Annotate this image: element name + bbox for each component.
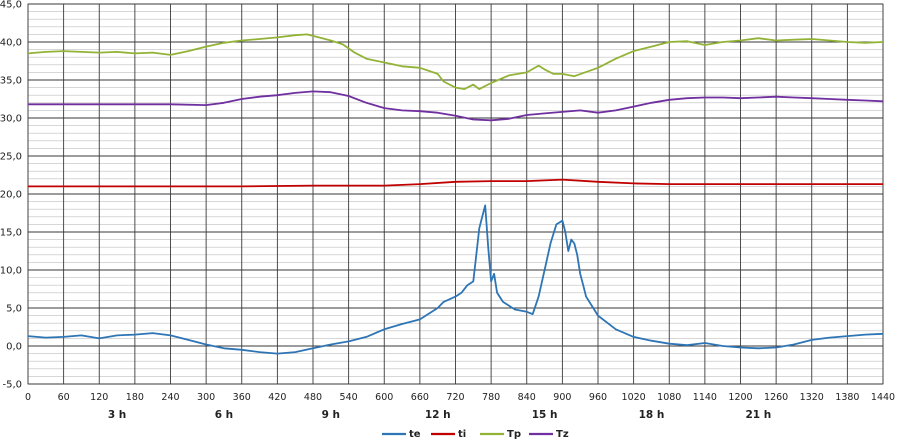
x-tick-label: 600 — [375, 392, 393, 403]
x-tick-label: 780 — [482, 392, 500, 403]
x-tick-label: 900 — [553, 392, 571, 403]
y-axis-tick-labels: -5,0 0,0 5,0 10,0 15,0 20,0 25,0 30,0 35,0 40,0 45… — [0, 0, 22, 391]
legend-label-Tp: Tp — [507, 429, 521, 440]
x-tick-label: 300 — [197, 392, 215, 403]
x-tick-label: 120 — [90, 392, 108, 403]
series-line-Tz — [28, 90, 884, 122]
hour-label: 21 h — [745, 409, 771, 421]
y-tick-label: 5,0 — [6, 304, 22, 315]
major-gridlines — [27, 3, 884, 385]
x-tick-label: 540 — [340, 392, 358, 403]
hour-labels: 3 h 6 h 9 h 12 h 15 h 18 h 21 h — [108, 409, 771, 421]
x-tick-label: 1020 — [622, 392, 646, 403]
y-tick-label: 35,0 — [0, 76, 22, 87]
y-tick-label: 45,0 — [0, 0, 22, 11]
y-tick-label: 25,0 — [0, 152, 22, 163]
x-axis-tick-labels: 0 60 120 180 240 300 360 420 480 540 600 660 720 780 8… — [25, 392, 895, 403]
y-tick-label: 15,0 — [0, 228, 22, 239]
hour-label: 6 h — [215, 409, 233, 421]
x-tick-label: 720 — [446, 392, 464, 403]
x-tick-label: 1260 — [764, 392, 788, 403]
hour-label: 15 h — [532, 409, 558, 421]
y-tick-label: 30,0 — [0, 114, 22, 125]
series-line-te — [27, 204, 884, 355]
hour-label: 18 h — [639, 409, 665, 421]
y-tick-label: -5,0 — [2, 380, 22, 391]
x-tick-label: 1320 — [800, 392, 824, 403]
x-tick-label: 180 — [126, 392, 144, 403]
legend-label-ti: ti — [458, 429, 466, 440]
x-tick-label: 1440 — [871, 392, 895, 403]
x-tick-label: 240 — [161, 392, 179, 403]
series-lines — [27, 33, 884, 355]
x-tick-label: 60 — [58, 392, 70, 403]
x-tick-label: 1200 — [728, 392, 752, 403]
legend-label-te: te — [409, 429, 421, 440]
x-tick-label: 480 — [304, 392, 322, 403]
y-tick-label: 10,0 — [0, 266, 22, 277]
y-tick-label: 0,0 — [6, 342, 22, 353]
hour-label: 3 h — [108, 409, 126, 421]
y-tick-label: 40,0 — [0, 38, 22, 49]
x-tick-label: 0 — [25, 392, 31, 403]
hour-label: 9 h — [322, 409, 340, 421]
x-tick-label: 960 — [589, 392, 607, 403]
x-tick-label: 840 — [518, 392, 536, 403]
series-line-ti — [28, 178, 883, 188]
legend: te ti Tp Tz — [382, 429, 569, 440]
x-tick-label: 1380 — [835, 392, 859, 403]
x-tick-label: 660 — [411, 392, 429, 403]
y-tick-label: 20,0 — [0, 190, 22, 201]
x-tick-label: 420 — [268, 392, 286, 403]
series-line-Tp — [27, 33, 884, 90]
hour-label: 12 h — [425, 409, 451, 421]
x-tick-label: 1080 — [657, 392, 681, 403]
x-tick-label: 360 — [233, 392, 251, 403]
legend-label-Tz: Tz — [556, 429, 569, 440]
x-tick-label: 1140 — [693, 392, 717, 403]
